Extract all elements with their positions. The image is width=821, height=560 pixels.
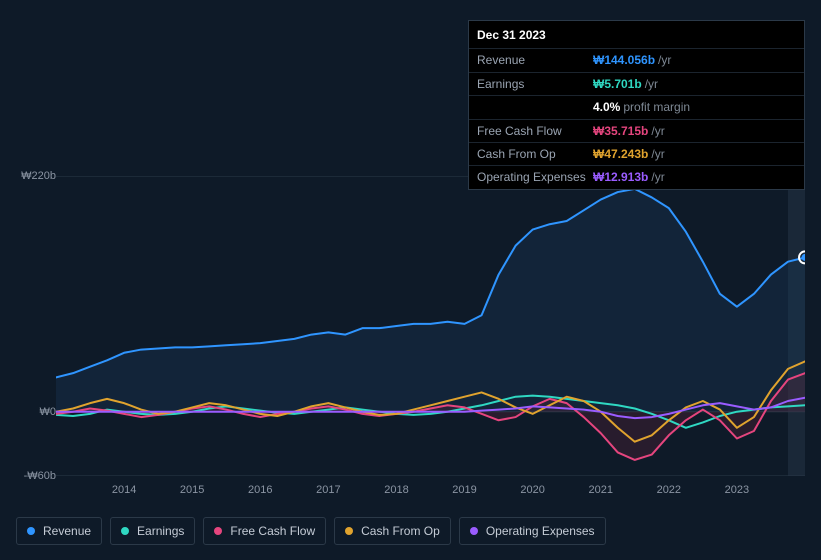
- tooltip-row: Operating Expenses₩12.913b/yr: [469, 165, 804, 188]
- x-tick-label: 2021: [588, 484, 612, 496]
- x-tick-label: 2015: [180, 484, 204, 496]
- tooltip-row-suffix: /yr: [651, 124, 664, 138]
- x-tick-label: 2019: [452, 484, 476, 496]
- tooltip-row: Cash From Op₩47.243b/yr: [469, 142, 804, 165]
- chart-plot[interactable]: [56, 176, 805, 476]
- tooltip-row-value: ₩12.913b: [593, 170, 648, 184]
- legend-label: Cash From Op: [361, 524, 440, 538]
- tooltip-row: Free Cash Flow₩35.715b/yr: [469, 119, 804, 142]
- legend-dot: [27, 527, 35, 535]
- legend-dot: [214, 527, 222, 535]
- legend-item-cash-from-op[interactable]: Cash From Op: [334, 517, 451, 545]
- chart-svg: [56, 176, 805, 476]
- tooltip-row-suffix: /yr: [651, 147, 664, 161]
- tooltip-date: Dec 31 2023: [469, 21, 804, 48]
- legend-dot: [470, 527, 478, 535]
- tooltip-row: Revenue₩144.056b/yr: [469, 48, 804, 71]
- legend-label: Free Cash Flow: [230, 524, 315, 538]
- x-tick-label: 2014: [112, 484, 136, 496]
- legend-label: Revenue: [43, 524, 91, 538]
- x-axis: 2014 2015 2016 2017 2018 2019 2020 2021 2022 2023: [56, 480, 805, 500]
- financials-chart-panel: Dec 31 2023 Revenue₩144.056b/yrEarnings₩…: [0, 0, 821, 560]
- chart-legend: Revenue Earnings Free Cash Flow Cash From O…: [16, 517, 606, 545]
- y-tick-label: -₩60b: [24, 470, 56, 482]
- x-tick-label: 2022: [657, 484, 681, 496]
- legend-item-earnings[interactable]: Earnings: [110, 517, 195, 545]
- y-tick-label: ₩0: [40, 406, 57, 418]
- tooltip-row-suffix: /yr: [651, 170, 664, 184]
- tooltip-row-label: Revenue: [477, 53, 593, 67]
- x-tick-label: 2023: [725, 484, 749, 496]
- tooltip-row-value: 4.0%: [593, 100, 620, 114]
- x-tick-label: 2020: [520, 484, 544, 496]
- legend-item-free-cash-flow[interactable]: Free Cash Flow: [203, 517, 326, 545]
- tooltip-row-value: ₩144.056b: [593, 53, 655, 67]
- tooltip-row-suffix: /yr: [645, 77, 658, 91]
- legend-label: Operating Expenses: [486, 524, 595, 538]
- legend-item-revenue[interactable]: Revenue: [16, 517, 102, 545]
- tooltip-row-suffix: /yr: [658, 53, 671, 67]
- tooltip-row-label: Cash From Op: [477, 147, 593, 161]
- legend-label: Earnings: [137, 524, 184, 538]
- series-area: [56, 189, 805, 412]
- tooltip-row: Earnings₩5.701b/yr: [469, 72, 804, 95]
- x-tick-label: 2017: [316, 484, 340, 496]
- tooltip-row-value: ₩5.701b: [593, 77, 642, 91]
- legend-dot: [345, 527, 353, 535]
- tooltip-row-value: ₩47.243b: [593, 147, 648, 161]
- tooltip-row-label: Free Cash Flow: [477, 124, 593, 138]
- tooltip-rows: Revenue₩144.056b/yrEarnings₩5.701b/yr4.0…: [469, 48, 804, 188]
- y-axis: ₩220b ₩0 -₩60b: [16, 160, 60, 500]
- x-tick-label: 2018: [384, 484, 408, 496]
- tooltip-row-label: Earnings: [477, 77, 593, 91]
- x-tick-label: 2016: [248, 484, 272, 496]
- chart-tooltip: Dec 31 2023 Revenue₩144.056b/yrEarnings₩…: [468, 20, 805, 190]
- legend-item-operating-expenses[interactable]: Operating Expenses: [459, 517, 606, 545]
- tooltip-row-label: [477, 100, 593, 114]
- y-tick-label: ₩220b: [21, 170, 56, 182]
- tooltip-row-suffix: profit margin: [623, 100, 690, 114]
- legend-dot: [121, 527, 129, 535]
- tooltip-row-value: ₩35.715b: [593, 124, 648, 138]
- tooltip-row: 4.0%profit margin: [469, 95, 804, 118]
- tooltip-row-label: Operating Expenses: [477, 170, 593, 184]
